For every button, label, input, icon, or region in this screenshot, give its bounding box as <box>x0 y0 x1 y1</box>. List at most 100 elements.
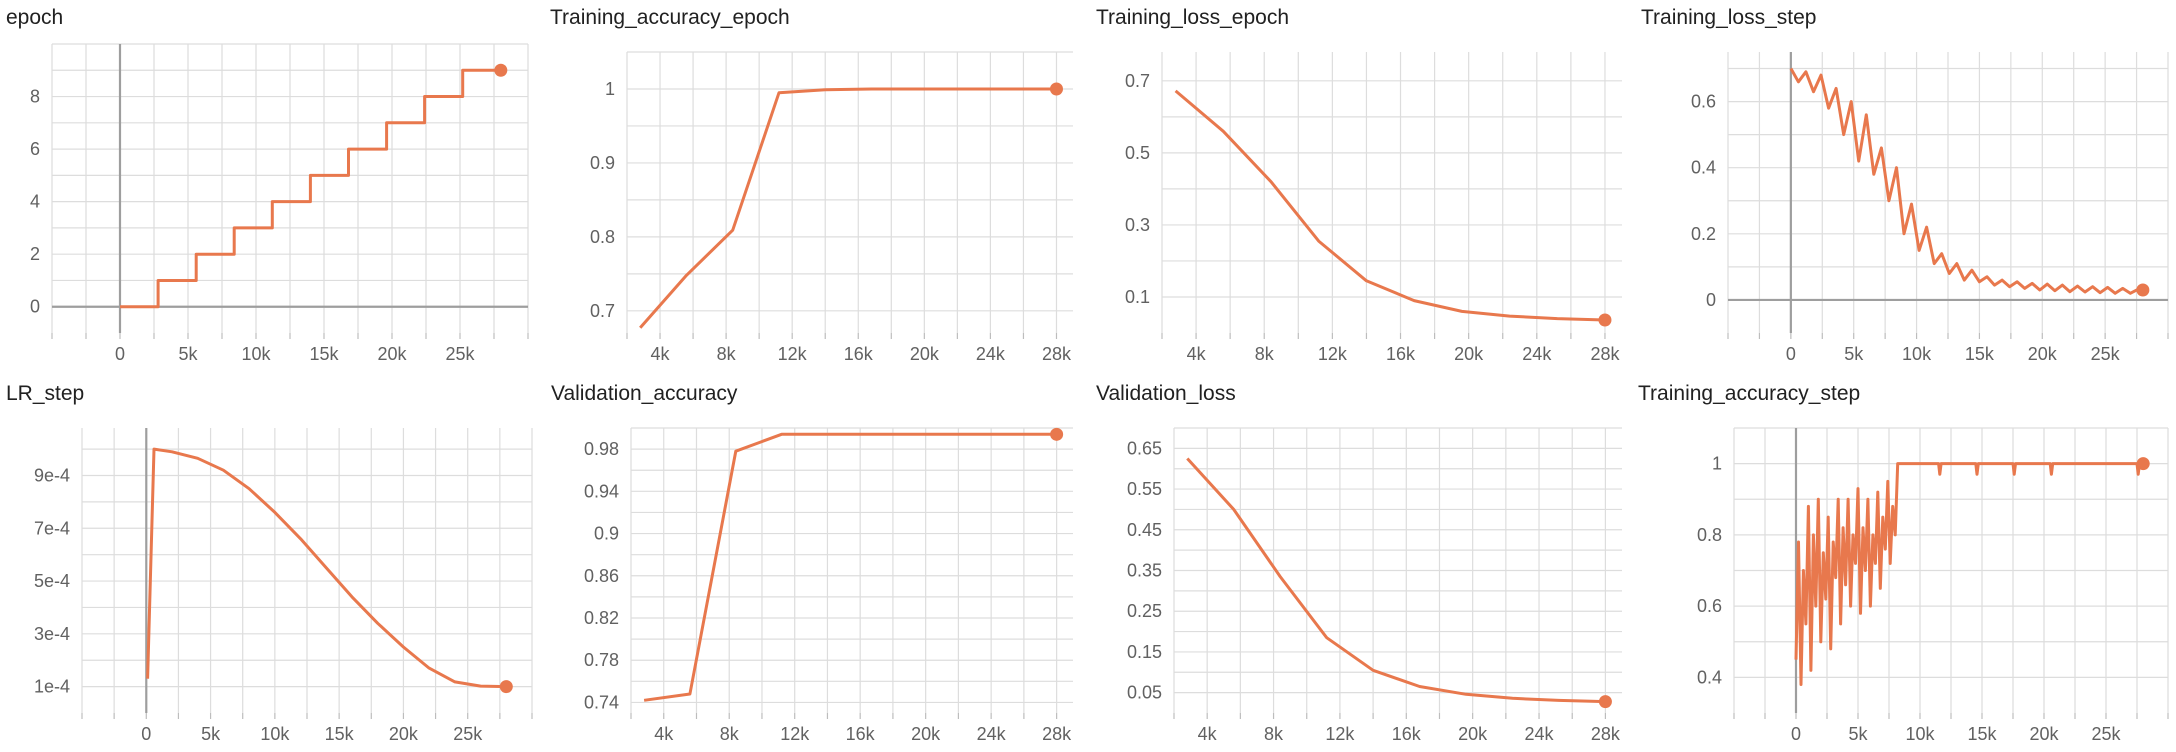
chart-title-validation-accuracy: Validation_accuracy <box>551 382 738 405</box>
x-tick-label: 8k <box>717 344 737 364</box>
y-tick-label: 0.1 <box>1125 287 1150 307</box>
x-tick-label: 28k <box>1042 724 1072 744</box>
last-point-marker <box>2136 457 2150 471</box>
y-tick-label: 0.94 <box>584 481 619 501</box>
x-tick-label: 8k <box>720 724 740 744</box>
last-point-marker <box>1049 82 1063 96</box>
chart-panel-lr-step: 0 5k 10k 15k 20k 25k 1e-4 3e-4 5e-4 7e-4 9e-4 LR_s… <box>0 376 540 746</box>
x-tick-label: 10k <box>1902 344 1932 364</box>
y-tick-label: 0.6 <box>1691 92 1716 112</box>
x-tick-label: 24k <box>977 724 1007 744</box>
y-tick-label: 4 <box>30 192 40 212</box>
x-tick-label: 15k <box>1967 724 1997 744</box>
series-line <box>639 87 1057 329</box>
x-tick-label: 25k <box>2091 344 2121 364</box>
chart-panel-validation-accuracy: 4k 8k 12k 16k 20k 24k 28k 0.74 0.78 0.82 0.86 0.9 0.… <box>545 376 1085 746</box>
x-tick-label: 10k <box>241 344 271 364</box>
x-tick-label: 20k <box>377 344 407 364</box>
x-tick-label: 10k <box>1905 724 1935 744</box>
y-tick-label: 0.35 <box>1127 561 1162 581</box>
last-point-marker <box>1598 695 1612 709</box>
chart-svg-validation-loss: 4k 8k 12k 16k 20k 24k 28k 0.05 0.15 0.25 0.35 0.45 0… <box>1127 427 1622 744</box>
x-tick-label: 4k <box>651 344 671 364</box>
x-tick-label: 10k <box>260 724 290 744</box>
x-tick-label: 16k <box>844 344 874 364</box>
y-tick-label: 9e-4 <box>34 466 70 486</box>
chart-title-training-loss-step: Training_loss_step <box>1641 6 1817 29</box>
y-tick-label: 0.4 <box>1697 667 1722 687</box>
y-tick-label: 0.7 <box>590 301 615 321</box>
x-tick-label: 5k <box>178 344 198 364</box>
chart-title-training-accuracy-step: Training_accuracy_step <box>1638 382 1861 405</box>
x-tick-label: 0 <box>1786 344 1796 364</box>
y-tick-label: 0 <box>1706 290 1716 310</box>
series-line <box>1789 67 2144 295</box>
y-tick-label: 0.4 <box>1691 158 1716 178</box>
chart-svg-training-accuracy-epoch: 4k 8k 12k 16k 20k 24k 28k 0.7 0.8 0.9 1 <box>590 51 1073 364</box>
chart-title-validation-loss: Validation_loss <box>1096 382 1236 405</box>
chart-svg-training-loss-step: 0 5k 10k 15k 20k 25k 0 0.2 0.4 0.6 <box>1691 52 2169 364</box>
chart-title-training-loss-epoch: Training_loss_epoch <box>1096 6 1290 29</box>
y-tick-label: 1 <box>1712 454 1722 474</box>
series-line <box>643 432 1057 702</box>
x-tick-label: 5k <box>201 724 221 744</box>
chart-svg-training-loss-epoch: 4k 8k 12k 16k 20k 24k 28k 0.1 0.3 0.5 0.7 <box>1125 52 1622 364</box>
x-tick-label: 5k <box>1844 344 1864 364</box>
chart-panel-training-loss-step: 0 5k 10k 15k 20k 25k 0 0.2 0.4 0.6 Training_loss_… <box>1636 0 2176 370</box>
chart-svg-validation-accuracy: 4k 8k 12k 16k 20k 24k 28k 0.74 0.78 0.82 0.86 0.9 0.… <box>584 427 1073 744</box>
y-tick-label: 0.45 <box>1127 520 1162 540</box>
x-tick-label: 8k <box>1255 344 1275 364</box>
x-tick-label: 24k <box>1522 344 1552 364</box>
x-tick-label: 15k <box>309 344 339 364</box>
x-tick-label: 12k <box>778 344 808 364</box>
y-tick-label: 0.9 <box>594 524 619 544</box>
x-tick-label: 25k <box>445 344 475 364</box>
last-point-marker <box>1598 313 1612 327</box>
x-tick-label: 24k <box>976 344 1006 364</box>
x-tick-label: 20k <box>389 724 419 744</box>
last-point-marker <box>2136 283 2150 297</box>
x-tick-label: 20k <box>2029 724 2059 744</box>
x-tick-label: 5k <box>1848 724 1868 744</box>
y-tick-label: 0.78 <box>584 650 619 670</box>
x-tick-label: 4k <box>1198 724 1218 744</box>
series-line <box>146 447 507 689</box>
x-tick-label: 20k <box>2028 344 2058 364</box>
y-tick-label: 0.5 <box>1125 143 1150 163</box>
x-tick-label: 4k <box>1187 344 1207 364</box>
x-tick-label: 12k <box>1325 724 1355 744</box>
y-tick-label: 1e-4 <box>34 677 70 697</box>
y-tick-label: 0.6 <box>1697 596 1722 616</box>
last-point-marker <box>494 63 508 77</box>
x-tick-label: 20k <box>1454 344 1484 364</box>
y-tick-label: 0.05 <box>1127 683 1162 703</box>
chart-title-training-accuracy-epoch: Training_accuracy_epoch <box>550 6 790 29</box>
x-tick-label: 16k <box>846 724 876 744</box>
y-tick-label: 8 <box>30 87 40 107</box>
x-tick-label: 15k <box>1965 344 1995 364</box>
y-tick-label: 7e-4 <box>34 518 70 538</box>
y-tick-label: 0.65 <box>1127 438 1162 458</box>
x-tick-label: 8k <box>1264 724 1284 744</box>
y-tick-label: 0.82 <box>584 608 619 628</box>
chart-panel-training-accuracy-step: 0 5k 10k 15k 20k 25k 0.4 0.6 0.8 1 Training_accur… <box>1636 376 2176 746</box>
chart-svg-epoch: 0 5k 10k 15k 20k 25k 0 2 4 6 8 <box>30 43 529 364</box>
y-tick-label: 5e-4 <box>34 571 70 591</box>
x-tick-label: 28k <box>1590 344 1620 364</box>
y-tick-label: 3e-4 <box>34 624 70 644</box>
y-tick-label: 0.8 <box>1697 525 1722 545</box>
y-tick-label: 0.8 <box>590 227 615 247</box>
x-tick-label: 0 <box>1791 724 1801 744</box>
x-tick-label: 20k <box>911 724 941 744</box>
series-line <box>120 68 501 309</box>
y-tick-label: 0.98 <box>584 439 619 459</box>
chart-panel-validation-loss: 4k 8k 12k 16k 20k 24k 28k 0.05 0.15 0.25 0.35 0.45 0… <box>1090 376 1630 746</box>
y-tick-label: 6 <box>30 139 40 159</box>
series-line <box>1794 462 2144 686</box>
y-tick-label: 0.86 <box>584 566 619 586</box>
x-tick-label: 12k <box>1318 344 1348 364</box>
y-tick-label: 0.7 <box>1125 71 1150 91</box>
y-tick-label: 0.3 <box>1125 215 1150 235</box>
chart-title-lr-step: LR_step <box>6 382 85 405</box>
x-tick-label: 16k <box>1392 724 1422 744</box>
